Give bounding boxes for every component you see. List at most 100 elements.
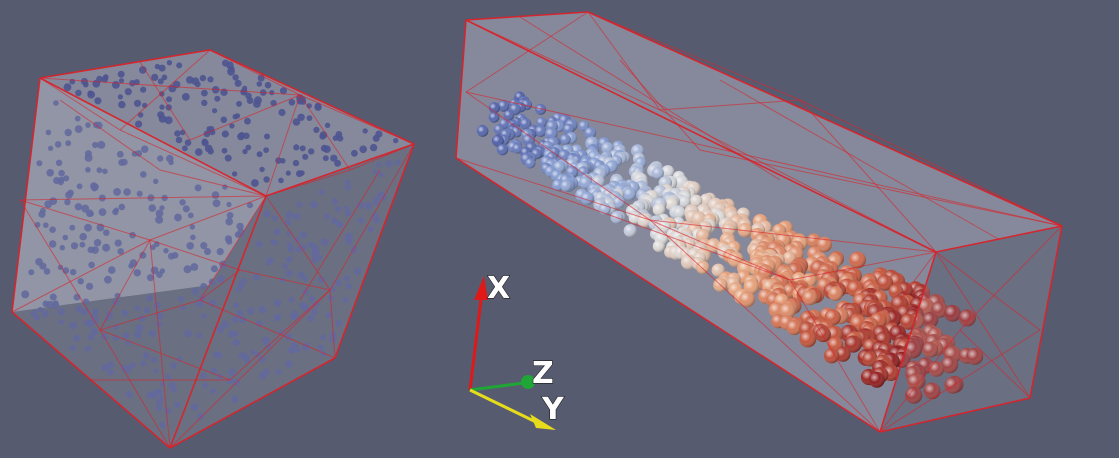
right-particle-shade bbox=[815, 326, 831, 343]
left-particle bbox=[84, 150, 92, 158]
left-particle bbox=[121, 309, 129, 317]
left-particle bbox=[76, 183, 83, 190]
left-particle bbox=[231, 316, 239, 324]
left-particle bbox=[320, 238, 329, 246]
left-particle bbox=[21, 290, 30, 299]
left-particle bbox=[155, 215, 164, 224]
left-particle bbox=[271, 239, 278, 246]
right-particle bbox=[651, 167, 664, 179]
left-particle bbox=[273, 228, 281, 236]
left-particle bbox=[75, 89, 82, 97]
left-particle bbox=[53, 176, 61, 185]
right-mesh-edge bbox=[465, 19, 937, 253]
right-mesh-edges bbox=[455, 11, 1063, 433]
left-particle bbox=[364, 201, 373, 210]
left-particle bbox=[291, 342, 298, 349]
left-particle bbox=[194, 184, 202, 192]
left-particle bbox=[124, 88, 132, 96]
left-particle bbox=[106, 361, 114, 369]
right-particle-shade bbox=[488, 111, 500, 123]
right-particle-shade bbox=[835, 346, 851, 362]
left-particle bbox=[212, 108, 218, 114]
left-mesh-edge bbox=[329, 289, 336, 359]
left-particle bbox=[153, 178, 159, 184]
left-particle bbox=[37, 306, 44, 313]
left-particle bbox=[158, 395, 165, 402]
left-particle bbox=[70, 242, 79, 250]
right-particle-shade bbox=[623, 187, 637, 201]
right-particle bbox=[905, 386, 923, 404]
left-particle bbox=[357, 217, 364, 224]
left-particle bbox=[114, 292, 121, 299]
left-particle bbox=[179, 199, 186, 206]
left-particle bbox=[199, 372, 207, 380]
right-particle bbox=[652, 240, 666, 253]
left-particle bbox=[244, 117, 251, 125]
left-particle bbox=[103, 74, 109, 80]
left-particle bbox=[166, 96, 172, 103]
right-particle-shade bbox=[849, 251, 866, 269]
left-particle bbox=[200, 282, 208, 290]
right-mesh-edge bbox=[879, 329, 961, 433]
left-particle bbox=[158, 64, 166, 72]
left-particle bbox=[159, 205, 165, 211]
left-particle bbox=[43, 222, 49, 228]
left-particle bbox=[291, 312, 299, 321]
left-particle bbox=[224, 154, 232, 162]
left-particle bbox=[174, 130, 181, 137]
left-particle bbox=[182, 205, 190, 213]
right-particle-shade bbox=[828, 286, 843, 301]
right-particle-shade bbox=[503, 109, 515, 121]
left-particle bbox=[200, 242, 208, 250]
right-particle-shade bbox=[816, 236, 832, 253]
left-particle bbox=[129, 362, 136, 369]
left-particle bbox=[222, 59, 229, 67]
orientation-axes-triad: X Z Y bbox=[468, 270, 566, 430]
left-particle bbox=[102, 168, 108, 175]
left-mesh-edge bbox=[39, 77, 301, 96]
right-particle-shade bbox=[497, 100, 510, 112]
left-particle bbox=[49, 240, 57, 248]
left-mesh-edge bbox=[329, 143, 415, 291]
left-mesh-edge bbox=[99, 239, 151, 331]
left-mesh-edge bbox=[99, 329, 231, 381]
left-particle bbox=[216, 248, 224, 256]
left-particle bbox=[232, 338, 240, 347]
right-particle-shade bbox=[488, 102, 500, 114]
left-particle bbox=[232, 74, 239, 81]
left-mesh-edge bbox=[199, 269, 241, 301]
right-particle bbox=[739, 291, 756, 308]
right-particle bbox=[786, 319, 802, 336]
left-particle bbox=[256, 81, 263, 87]
left-particle bbox=[63, 83, 72, 92]
left-particle bbox=[154, 388, 161, 395]
left-front-face bbox=[12, 78, 266, 448]
left-particle bbox=[299, 231, 307, 239]
left-particle bbox=[297, 113, 305, 122]
right-particle bbox=[652, 203, 666, 216]
left-particle bbox=[146, 274, 155, 282]
left-particle bbox=[344, 179, 351, 185]
left-particle bbox=[186, 242, 194, 250]
left-particle bbox=[135, 324, 144, 332]
left-particle bbox=[302, 276, 308, 282]
left-particle bbox=[228, 368, 237, 377]
right-particle bbox=[923, 382, 941, 400]
right-particle bbox=[907, 373, 924, 390]
left-particle bbox=[201, 89, 208, 97]
left-mesh-edge bbox=[19, 199, 101, 331]
left-mesh-edge bbox=[209, 49, 301, 96]
left-particle bbox=[372, 196, 380, 204]
right-particle bbox=[661, 165, 675, 178]
left-particle bbox=[155, 209, 164, 218]
right-particle-mesh[interactable] bbox=[455, 11, 1063, 433]
left-particle bbox=[278, 108, 286, 117]
right-particle bbox=[816, 236, 832, 253]
right-mesh-edge bbox=[719, 79, 1001, 241]
left-particle-mesh[interactable] bbox=[11, 49, 415, 449]
left-particle bbox=[376, 161, 382, 168]
right-particle-shade bbox=[476, 125, 489, 137]
left-particle bbox=[182, 145, 188, 152]
